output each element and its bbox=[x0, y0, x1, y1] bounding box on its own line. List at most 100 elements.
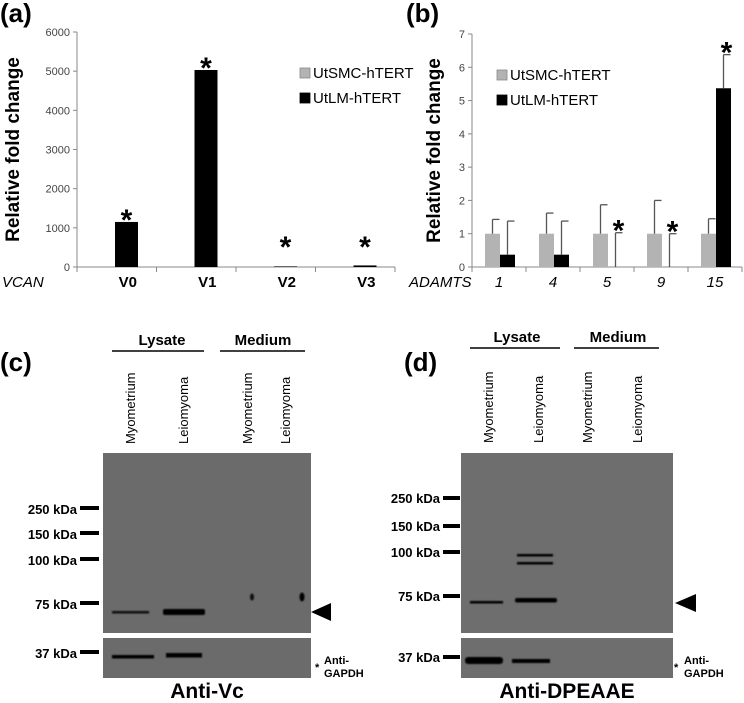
y-tick-label: 1000 bbox=[46, 223, 70, 235]
x-tick-label: 5 bbox=[603, 274, 612, 291]
band bbox=[470, 601, 503, 604]
y-tick-label: 6 bbox=[459, 62, 465, 74]
bar-utlm bbox=[716, 88, 731, 268]
significance-asterisk: * bbox=[280, 231, 292, 264]
marker-37: 37 kDa bbox=[398, 650, 441, 665]
marker-ticks bbox=[80, 506, 99, 654]
bar-utsmc bbox=[539, 233, 554, 267]
marker-100: 100 kDa bbox=[28, 553, 78, 568]
bar-utsmc bbox=[485, 233, 500, 267]
group-label-medium: Medium bbox=[590, 329, 647, 346]
y-tick-label: 3000 bbox=[46, 145, 70, 157]
marker-150: 150 kDa bbox=[28, 527, 78, 542]
y-tick-label: 2000 bbox=[46, 184, 70, 196]
gapdh-band bbox=[112, 655, 154, 659]
y-tick-label: 0 bbox=[64, 262, 70, 274]
gapdh-band bbox=[166, 653, 202, 658]
band bbox=[517, 554, 553, 557]
bar-utlm bbox=[115, 221, 138, 267]
y-tick-label: 4000 bbox=[46, 105, 70, 117]
marker-37: 37 kDa bbox=[35, 646, 78, 661]
significance-asterisk: * bbox=[200, 52, 212, 85]
panel-label-b: (b) bbox=[406, 0, 439, 28]
bar-utsmc bbox=[647, 233, 662, 267]
bar-utlm bbox=[353, 265, 377, 267]
legend-label: UtLM-hTERT bbox=[510, 92, 598, 109]
y-tick-label: 6000 bbox=[46, 27, 70, 39]
chart-a: 0 1000 2000 3000 4000 5000 6000 Relative fold c… bbox=[2, 27, 414, 291]
y-tick-label: 1 bbox=[459, 229, 465, 241]
bar-utsmc bbox=[593, 233, 608, 267]
gapdh-label: GAPDH bbox=[324, 668, 364, 680]
x-axis-label: ADAMTS bbox=[408, 274, 472, 291]
blot-title: Anti-Vc bbox=[170, 680, 244, 703]
bar-utlm bbox=[194, 69, 218, 267]
legend-label: UtSMC-hTERT bbox=[313, 65, 414, 82]
lane-label: Myometrium bbox=[580, 371, 595, 443]
y-axis-label: Relative fold change bbox=[424, 58, 445, 243]
bar-utlm bbox=[274, 266, 297, 267]
y-tick-label: 4 bbox=[459, 129, 465, 141]
spot bbox=[250, 593, 254, 601]
arrowhead-icon bbox=[675, 594, 696, 612]
y-tick-label: 3 bbox=[459, 162, 465, 174]
spot bbox=[299, 592, 305, 602]
marker-250: 250 kDa bbox=[28, 502, 78, 517]
significance-asterisk: * bbox=[667, 216, 679, 249]
lane-label: Leiomyoma bbox=[630, 375, 645, 443]
panel-label-c: (c) bbox=[0, 347, 32, 377]
gapdh-band bbox=[512, 659, 550, 663]
x-tick-label: 4 bbox=[549, 274, 557, 291]
blot-title: Anti-DPEAAE bbox=[499, 680, 634, 703]
lane-label: Myometrium bbox=[481, 371, 496, 443]
group-label-lysate: Lysate bbox=[139, 332, 186, 349]
band bbox=[515, 598, 557, 603]
x-axis-label: VCAN bbox=[2, 274, 44, 291]
marker-250: 250 kDa bbox=[391, 491, 441, 506]
asterisk: * bbox=[674, 662, 679, 674]
band bbox=[112, 611, 149, 614]
x-tick-label: V3 bbox=[357, 274, 375, 291]
chart-b: 0 1 2 3 4 5 6 7 Relative fold change ADAMTS 1 4 5 * 9 *… bbox=[408, 29, 743, 291]
legend-swatch bbox=[299, 92, 311, 104]
gapdh-label: GAPDH bbox=[684, 668, 724, 680]
legend-swatch bbox=[496, 69, 508, 81]
y-tick-label: 0 bbox=[459, 262, 465, 274]
lane-label: Myometrium bbox=[240, 372, 255, 444]
group-label-medium: Medium bbox=[235, 332, 292, 349]
y-tick-label: 2 bbox=[459, 195, 465, 207]
x-tick-label: 9 bbox=[657, 274, 666, 291]
gapdh-band bbox=[465, 657, 503, 664]
lane-label: Myometrium bbox=[123, 372, 138, 444]
marker-ticks bbox=[443, 496, 460, 659]
x-tick-label: 15 bbox=[707, 274, 724, 291]
x-tick-label: V1 bbox=[198, 274, 216, 291]
marker-150: 150 kDa bbox=[391, 519, 441, 534]
y-axis-label: Relative fold change bbox=[3, 57, 24, 242]
significance-asterisk: * bbox=[721, 37, 733, 70]
panel-label-d: (d) bbox=[404, 347, 437, 377]
y-tick-label: 5000 bbox=[46, 66, 70, 78]
significance-asterisk: * bbox=[121, 204, 133, 237]
asterisk: * bbox=[315, 662, 320, 674]
bar-utsmc bbox=[701, 233, 716, 267]
significance-asterisk: * bbox=[613, 215, 625, 248]
significance-asterisk: * bbox=[359, 231, 371, 264]
legend-label: UtSMC-hTERT bbox=[510, 67, 611, 84]
lane-label: Leiomyoma bbox=[176, 376, 191, 444]
arrowhead-icon bbox=[311, 603, 331, 621]
blot-d: Lysate Medium Myometrium Leiomyoma Myome… bbox=[391, 329, 724, 703]
blot-membrane bbox=[461, 453, 673, 633]
bar-utlm bbox=[554, 254, 569, 267]
y-tick-label: 5 bbox=[459, 96, 465, 108]
lane-label: Leiomyoma bbox=[278, 376, 293, 444]
gapdh-label: Anti- bbox=[684, 655, 709, 667]
legend-swatch bbox=[299, 67, 311, 79]
marker-100: 100 kDa bbox=[391, 545, 441, 560]
x-tick-label: V2 bbox=[278, 274, 296, 291]
gapdh-label: Anti- bbox=[324, 655, 349, 667]
x-tick-label: 1 bbox=[495, 274, 503, 291]
bands bbox=[465, 554, 557, 664]
lane-label: Leiomyoma bbox=[531, 375, 546, 443]
legend-label: UtLM-hTERT bbox=[313, 90, 401, 107]
